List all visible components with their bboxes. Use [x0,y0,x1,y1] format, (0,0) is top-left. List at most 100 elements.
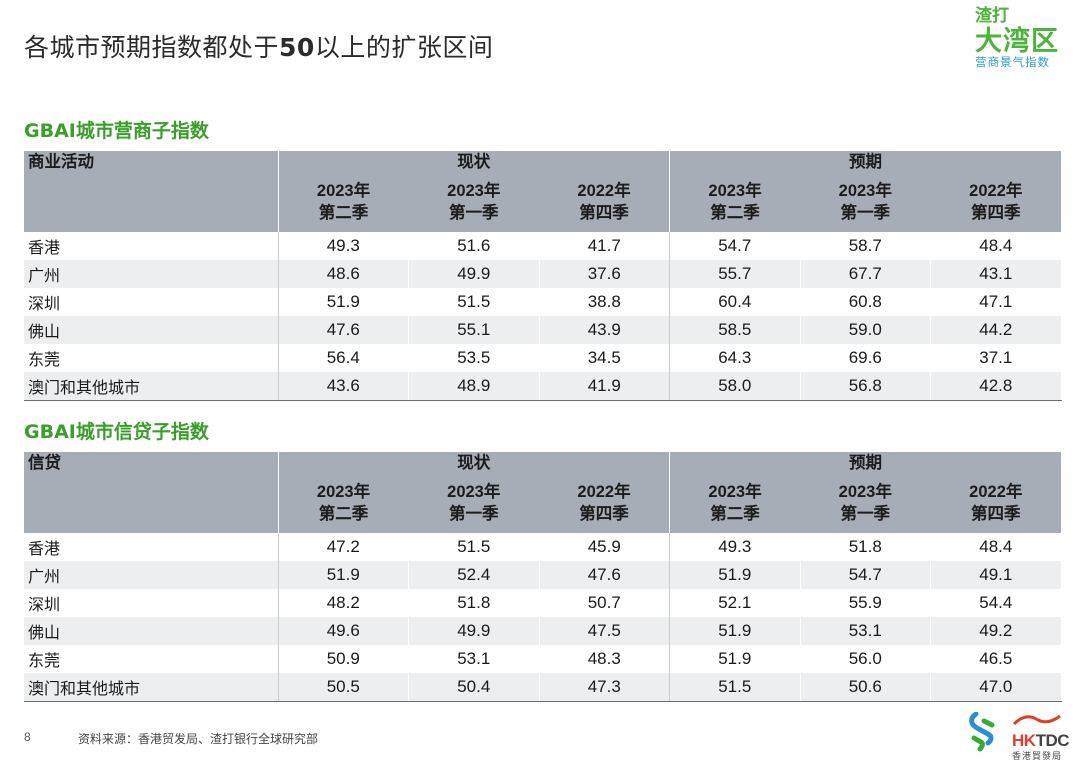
index-value-cell: 55.7 [669,260,801,288]
index-value-cell: 47.6 [539,561,671,589]
table-row: 香港 47.2 51.5 45.9 49.3 51.8 48.4 [24,533,1062,561]
city-name: 东莞 [24,344,279,372]
index-value-cell: 43.6 [278,372,409,401]
quarter-label: 第四季 [971,204,1021,222]
index-value-cell: 53.1 [408,645,540,673]
quarter-label: 第一季 [449,505,499,523]
index-value-cell: 41.9 [539,372,671,401]
index-value-cell: 49.9 [408,260,540,288]
quarter-header: 2023年第一季 [408,475,539,533]
index-value-cell: 48.6 [278,260,409,288]
city-name: 澳门和其他城市 [24,673,279,702]
gbai-logo: 渣打 大湾区 营商景气指数 [975,6,1067,70]
index-value-cell: 49.1 [930,561,1062,589]
index-value-cell: 58.7 [800,232,932,260]
quarter-year: 2023年 [708,483,762,501]
quarter-year: 2023年 [838,483,892,501]
page-number: 8 [24,730,31,744]
quarter-header: 2023年 第一季 [408,174,539,232]
city-name: 香港 [24,232,279,260]
index-value-cell: 44.2 [930,316,1062,344]
index-value-cell: 54.7 [800,561,932,589]
index-value-cell: 51.9 [278,288,409,316]
index-value-cell: 49.6 [278,617,409,645]
quarter-year: 2022年 [577,483,631,501]
index-value-cell: 52.1 [669,589,801,617]
quarter-label: 第一季 [840,204,891,222]
index-value-cell: 50.5 [278,673,409,702]
index-value-cell: 48.3 [539,645,671,673]
index-value-cell: 37.1 [930,344,1062,372]
index-value-cell: 56.8 [800,372,932,401]
index-value-cell: 51.5 [669,673,801,702]
quarter-year: 2023年 [316,483,371,501]
index-value-cell: 47.2 [278,533,409,561]
index-value-cell: 51.5 [408,288,540,316]
hktdc-logo: HKTDC 香港貿發局 [1012,712,1070,762]
quarter-year: 2023年 [447,483,501,501]
group-header-expected: 预期 [669,151,1062,174]
quarter-header: 2023年 第一季 [800,174,931,232]
quarter-year: 2022年 [577,182,631,200]
index-value-cell: 49.3 [278,232,409,260]
quarter-label: 第四季 [971,505,1021,523]
index-value-cell: 48.4 [930,533,1062,561]
table-row: 澳门和其他城市 43.6 48.9 41.9 58.0 56.8 42.8 [24,372,1062,401]
group-header-current: 现状 [278,151,671,174]
index-value-cell: 56.0 [800,645,932,673]
index-value-cell: 56.4 [278,344,409,372]
source-note: 资料来源：香港贸发局、渣打银行全球研究部 [78,732,319,746]
index-value-cell: 59.0 [800,316,932,344]
index-value-cell: 51.9 [669,617,801,645]
index-value-cell: 48.9 [408,372,540,401]
index-value-cell: 47.5 [539,617,671,645]
quarter-year: 2023年 [316,182,371,200]
table-row: 深圳 51.9 51.5 38.8 60.4 60.8 47.1 [24,288,1062,316]
index-value-cell: 60.4 [669,288,801,316]
index-value-cell: 54.7 [669,232,801,260]
table-row: 东莞 50.9 53.1 48.3 51.9 56.0 46.5 [24,645,1062,673]
table-row: 澳门和其他城市 50.5 50.4 47.3 51.5 50.6 47.0 [24,673,1062,702]
index-value-cell: 51.9 [669,645,801,673]
index-value-cell: 45.9 [539,533,671,561]
index-value-cell: 43.1 [930,260,1062,288]
index-value-cell: 50.9 [278,645,409,673]
index-value-cell: 47.6 [278,316,409,344]
city-name: 澳门和其他城市 [24,372,279,401]
city-name: 深圳 [24,288,279,316]
hktdc-wave-icon [1012,714,1061,726]
group-header-expected: 预期 [669,452,1062,475]
index-value-cell: 50.6 [800,673,932,702]
quarter-label: 第四季 [579,505,629,523]
index-value-cell: 48.2 [278,589,409,617]
index-value-cell: 49.2 [930,617,1062,645]
index-value-cell: 42.8 [930,372,1062,401]
index-value-cell: 43.9 [539,316,671,344]
city-name: 佛山 [24,316,279,344]
index-value-cell: 51.9 [278,561,409,589]
hktdc-sub: 香港貿發局 [1012,751,1063,761]
table-row: 香港 49.3 51.6 41.7 54.7 58.7 48.4 [24,232,1062,260]
section-title-credit: GBAI城市信贷子指数 [24,421,209,443]
quarter-label: 第二季 [710,204,760,222]
table-row: 广州 51.9 52.4 47.6 51.9 54.7 49.1 [24,561,1062,589]
page-title-number: 50 [279,33,315,62]
index-value-cell: 47.1 [930,288,1062,316]
section-title-business: GBAI城市营商子指数 [24,120,209,142]
index-value-cell: 49.3 [669,533,801,561]
index-value-cell: 47.0 [930,673,1062,702]
index-value-cell: 49.9 [408,617,540,645]
quarter-header: 2022年第四季 [539,475,671,533]
index-value-cell: 64.3 [669,344,801,372]
index-value-cell: 53.5 [408,344,540,372]
logo-line-1: 渣打 [975,6,1009,25]
index-value-cell: 53.1 [800,617,932,645]
index-value-cell: 47.3 [539,673,671,702]
quarter-header: 2022年 第四季 [930,475,1062,533]
page-title: 各城市预期指数都处于50以上的扩张区间 [24,28,493,64]
index-value-cell: 51.9 [669,561,801,589]
table-row: 东莞 56.4 53.5 34.5 64.3 69.6 37.1 [24,344,1062,372]
city-name: 广州 [24,260,279,288]
quarter-header-row: 2023年 第二季 2023年 第一季 2022年 第四季 2023年 第二季 2023年 第一季… [24,475,1062,533]
quarter-year: 2023年 [708,182,762,200]
